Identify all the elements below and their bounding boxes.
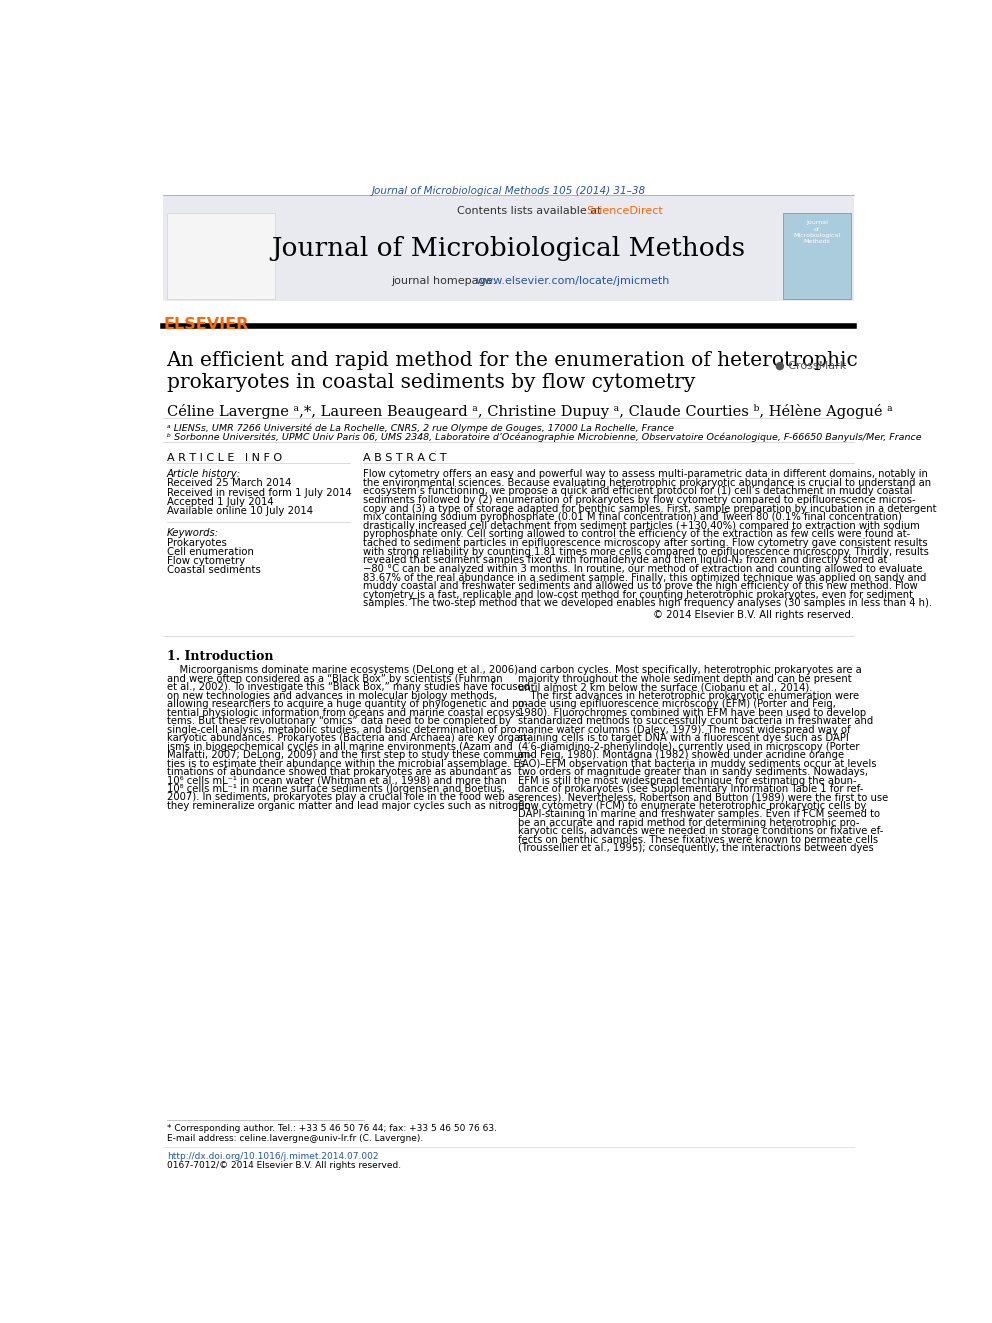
Text: prokaryotes in coastal sediments by flow cytometry: prokaryotes in coastal sediments by flow… [167,373,695,392]
Text: tached to sediment particles in epifluorescence microscopy after sorting. Flow c: tached to sediment particles in epifluor… [363,538,928,548]
Text: karyotic cells, advances were needed in storage conditions or fixative ef-: karyotic cells, advances were needed in … [518,827,883,836]
Text: ᵃ LIENSs, UMR 7266 Université de La Rochelle, CNRS, 2 rue Olympe de Gouges, 1700: ᵃ LIENSs, UMR 7266 Université de La Roch… [167,423,674,433]
Text: The first advances in heterotrophic prokaryotic enumeration were: The first advances in heterotrophic prok… [518,691,859,701]
Text: Keywords:: Keywords: [167,528,219,538]
Text: EFM is still the most widespread technique for estimating the abun-: EFM is still the most widespread techniq… [518,775,856,786]
Text: Journal of Microbiological Methods 105 (2014) 31–38: Journal of Microbiological Methods 105 (… [371,185,646,196]
Text: 83.67% of the real abundance in a sediment sample. Finally, this optimized techn: 83.67% of the real abundance in a sedime… [363,573,927,582]
Text: Article history:: Article history: [167,470,241,479]
Text: 1980). Fluorochromes combined with EFM have been used to develop: 1980). Fluorochromes combined with EFM h… [518,708,866,718]
Text: isms in biogeochemical cycles in all marine environments (Azam and: isms in biogeochemical cycles in all mar… [167,742,513,751]
Text: ᵇ Sorbonne Universités, UPMC Univ Paris 06, UMS 2348, Laboratoire d’Océanographi: ᵇ Sorbonne Universités, UPMC Univ Paris … [167,433,922,442]
Text: drastically increased cell detachment from sediment particles (+130.40%) compare: drastically increased cell detachment fr… [363,521,920,531]
Text: Prokaryotes: Prokaryotes [167,537,226,548]
Text: erences). Nevertheless, Robertson and Button (1989) were the first to use: erences). Nevertheless, Robertson and Bu… [518,792,888,803]
Text: staining cells is to target DNA with a fluorescent dye such as DAPI: staining cells is to target DNA with a f… [518,733,848,744]
FancyBboxPatch shape [783,213,851,299]
Text: and carbon cycles. Most specifically, heterotrophic prokaryotes are a: and carbon cycles. Most specifically, he… [518,665,861,676]
Text: ELSEVIER: ELSEVIER [164,316,249,332]
Text: 2007). In sediments, prokaryotes play a crucial role in the food web as: 2007). In sediments, prokaryotes play a … [167,792,519,803]
Text: cytometry is a fast, replicable and low-cost method for counting heterotrophic p: cytometry is a fast, replicable and low-… [363,590,913,599]
Text: © 2014 Elsevier B.V. All rights reserved.: © 2014 Elsevier B.V. All rights reserved… [653,610,854,620]
Text: ties is to estimate their abundance within the microbial assemblage. Es-: ties is to estimate their abundance with… [167,758,529,769]
Text: Flow cytometry: Flow cytometry [167,556,245,566]
Text: Journal of Microbiological Methods: Journal of Microbiological Methods [272,235,745,261]
Text: karyotic abundances. Prokaryotes (Bacteria and Archaea) are key organ-: karyotic abundances. Prokaryotes (Bacter… [167,733,530,744]
Text: (4′6-diamidino-2-phenylindole), currently used in microscopy (Porter: (4′6-diamidino-2-phenylindole), currentl… [518,742,859,751]
Text: Contents lists available at: Contents lists available at [457,206,605,217]
Text: A B S T R A C T: A B S T R A C T [363,452,446,463]
Text: Received in revised form 1 July 2014: Received in revised form 1 July 2014 [167,488,351,497]
Text: 1. Introduction: 1. Introduction [167,650,273,663]
Text: on new technologies and advances in molecular biology methods,: on new technologies and advances in mole… [167,691,497,701]
FancyBboxPatch shape [167,213,275,299]
Text: 10⁶ cells mL⁻¹ in ocean water (Whitman et al., 1998) and more than: 10⁶ cells mL⁻¹ in ocean water (Whitman e… [167,775,506,786]
Text: single-cell analysis, metabolic studies, and basic determination of pro-: single-cell analysis, metabolic studies,… [167,725,520,734]
Text: www.elsevier.com/locate/jmicmeth: www.elsevier.com/locate/jmicmeth [475,275,670,286]
Text: 10⁸ cells mL⁻¹ in marine surface sediments (Jorgensen and Boetius,: 10⁸ cells mL⁻¹ in marine surface sedimen… [167,785,505,794]
Text: tential physiologic information from oceans and marine coastal ecosys-: tential physiologic information from oce… [167,708,524,718]
Text: Received 25 March 2014: Received 25 March 2014 [167,479,291,488]
Text: Journal
of
Microbiological
Methods: Journal of Microbiological Methods [794,221,840,243]
Text: * Corresponding author. Tel.: +33 5 46 50 76 44; fax: +33 5 46 50 76 63.: * Corresponding author. Tel.: +33 5 46 5… [167,1125,497,1134]
Text: Céline Lavergne ᵃ,*, Laureen Beaugeard ᵃ, Christine Dupuy ᵃ, Claude Courties ᵇ, : Céline Lavergne ᵃ,*, Laureen Beaugeard ᵃ… [167,404,893,418]
Text: with strong reliability by counting 1.81 times more cells compared to epifluores: with strong reliability by counting 1.81… [363,546,929,557]
Text: dance of prokaryotes (see Supplementary Information Table 1 for ref-: dance of prokaryotes (see Supplementary … [518,785,863,794]
Text: revealed that sediment samples fixed with formaldehyde and then liquid-N₂ frozen: revealed that sediment samples fixed wit… [363,556,887,565]
Text: Cell enumeration: Cell enumeration [167,546,254,557]
Text: et al., 2002). To investigate this “Black Box,” many studies have focused: et al., 2002). To investigate this “Blac… [167,683,530,692]
Text: Flow cytometry offers an easy and powerful way to assess multi-parametric data i: Flow cytometry offers an easy and powerf… [363,470,928,479]
Text: timations of abundance showed that prokaryotes are as abundant as: timations of abundance showed that proka… [167,767,511,777]
Text: E-mail address: celine.lavergne@univ-lr.fr (C. Lavergne).: E-mail address: celine.lavergne@univ-lr.… [167,1134,423,1143]
Text: −80 °C can be analyzed within 3 months. In routine, our method of extraction and: −80 °C can be analyzed within 3 months. … [363,564,923,574]
Text: flow cytometry (FCM) to enumerate heterotrophic prokaryotic cells by: flow cytometry (FCM) to enumerate hetero… [518,800,866,811]
Text: 0167-7012/© 2014 Elsevier B.V. All rights reserved.: 0167-7012/© 2014 Elsevier B.V. All right… [167,1162,401,1171]
Text: Available online 10 July 2014: Available online 10 July 2014 [167,505,312,516]
Text: and were often considered as a “Black Box” by scientists (Fuhrman: and were often considered as a “Black Bo… [167,673,502,684]
Text: mix containing sodium pyrophosphate (0.01 M final concentration) and Tween 80 (0: mix containing sodium pyrophosphate (0.0… [363,512,902,523]
Text: A R T I C L E   I N F O: A R T I C L E I N F O [167,452,282,463]
Text: fects on benthic samples. These fixatives were known to permeate cells: fects on benthic samples. These fixative… [518,835,878,845]
Text: ecosystem’s functioning, we propose a quick and efficient protocol for (1) cell’: ecosystem’s functioning, we propose a qu… [363,487,913,496]
Text: until almost 2 km below the surface (Ciobanu et al., 2014).: until almost 2 km below the surface (Cio… [518,683,812,692]
Text: DAPI-staining in marine and freshwater samples. Even if FCM seemed to: DAPI-staining in marine and freshwater s… [518,810,880,819]
Text: allowing researchers to acquire a huge quantity of phylogenetic and po-: allowing researchers to acquire a huge q… [167,700,528,709]
Text: tems. But these revolutionary “omics” data need to be completed by: tems. But these revolutionary “omics” da… [167,716,511,726]
Text: ● CrossMark: ● CrossMark [775,360,846,370]
Text: samples. The two-step method that we developed enables high frequency analyses (: samples. The two-step method that we dev… [363,598,931,609]
Text: (AO)–EFM observation that bacteria in muddy sediments occur at levels: (AO)–EFM observation that bacteria in mu… [518,758,876,769]
Text: they remineralize organic matter and lead major cycles such as nitrogen: they remineralize organic matter and lea… [167,800,531,811]
Text: and Feig, 1980). Montagna (1982) showed under acridine orange: and Feig, 1980). Montagna (1982) showed … [518,750,844,761]
Text: made using epifluorescence microscopy (EFM) (Porter and Feig,: made using epifluorescence microscopy (E… [518,700,835,709]
Text: two orders of magnitude greater than in sandy sediments. Nowadays,: two orders of magnitude greater than in … [518,767,868,777]
Text: (Troussellier et al., 1995); consequently, the interactions between dyes: (Troussellier et al., 1995); consequentl… [518,843,873,853]
Text: standardized methods to successfully count bacteria in freshwater and: standardized methods to successfully cou… [518,716,873,726]
Text: pyrophosphate only. Cell sorting allowed to control the efficiency of the extrac: pyrophosphate only. Cell sorting allowed… [363,529,910,540]
Text: sediments followed by (2) enumeration of prokaryotes by flow cytometry compared : sediments followed by (2) enumeration of… [363,495,916,505]
Text: ScienceDirect: ScienceDirect [586,206,663,217]
Text: Microorganisms dominate marine ecosystems (DeLong et al., 2006): Microorganisms dominate marine ecosystem… [167,665,518,676]
Text: Coastal sediments: Coastal sediments [167,565,261,576]
Text: Accepted 1 July 2014: Accepted 1 July 2014 [167,497,274,507]
Text: copy and (3) a type of storage adapted for benthic samples. First, sample prepar: copy and (3) a type of storage adapted f… [363,504,936,513]
Text: marine water columns (Daley, 1979). The most widespread way of: marine water columns (Daley, 1979). The … [518,725,850,734]
Text: muddy coastal and freshwater sediments and allowed us to prove the high efficien: muddy coastal and freshwater sediments a… [363,581,918,591]
Text: be an accurate and rapid method for determining heterotrophic pro-: be an accurate and rapid method for dete… [518,818,859,828]
FancyBboxPatch shape [163,194,854,302]
Text: majority throughout the whole sediment depth and can be present: majority throughout the whole sediment d… [518,673,851,684]
Text: journal homepage:: journal homepage: [392,275,500,286]
Text: Malfatti, 2007; DeLong, 2009) and the first step to study these communi-: Malfatti, 2007; DeLong, 2009) and the fi… [167,750,533,761]
Text: http://dx.doi.org/10.1016/j.mimet.2014.07.002: http://dx.doi.org/10.1016/j.mimet.2014.0… [167,1152,378,1162]
Text: An efficient and rapid method for the enumeration of heterotrophic: An efficient and rapid method for the en… [167,352,858,370]
Text: the environmental sciences. Because evaluating heterotrophic prokaryotic abundan: the environmental sciences. Because eval… [363,478,930,488]
